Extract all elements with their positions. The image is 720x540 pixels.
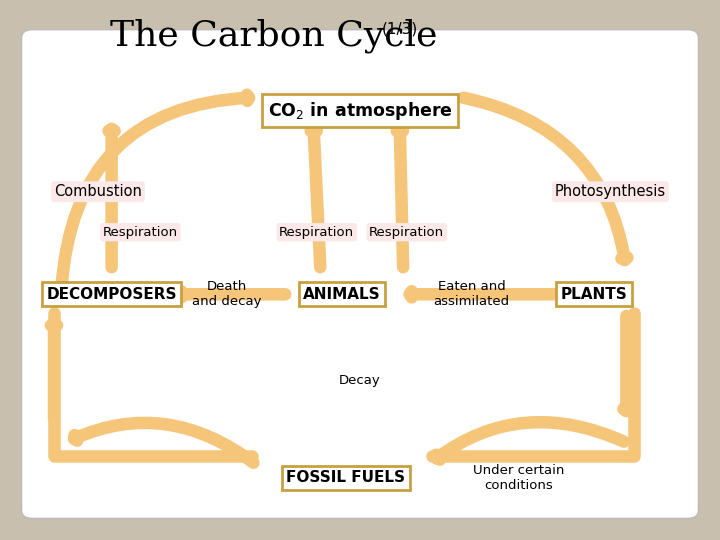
Text: Respiration: Respiration: [103, 226, 178, 239]
Text: (1/3): (1/3): [382, 22, 418, 37]
Text: DECOMPOSERS: DECOMPOSERS: [46, 287, 177, 302]
Text: Respiration: Respiration: [369, 226, 444, 239]
Text: Death
and decay: Death and decay: [192, 280, 261, 308]
Text: Under certain
conditions: Under certain conditions: [473, 464, 564, 492]
FancyBboxPatch shape: [22, 30, 698, 518]
Text: PLANTS: PLANTS: [561, 287, 627, 302]
Text: ANIMALS: ANIMALS: [303, 287, 381, 302]
Text: Photosynthesis: Photosynthesis: [555, 184, 666, 199]
Text: The Carbon Cycle: The Carbon Cycle: [110, 19, 437, 53]
Text: FOSSIL FUELS: FOSSIL FUELS: [286, 470, 405, 485]
Text: CO$_2$ in atmosphere: CO$_2$ in atmosphere: [268, 100, 452, 122]
Text: Eaten and
assimilated: Eaten and assimilated: [433, 280, 510, 308]
Text: Combustion: Combustion: [54, 184, 142, 199]
Text: Decay: Decay: [339, 374, 381, 387]
Text: Respiration: Respiration: [279, 226, 354, 239]
